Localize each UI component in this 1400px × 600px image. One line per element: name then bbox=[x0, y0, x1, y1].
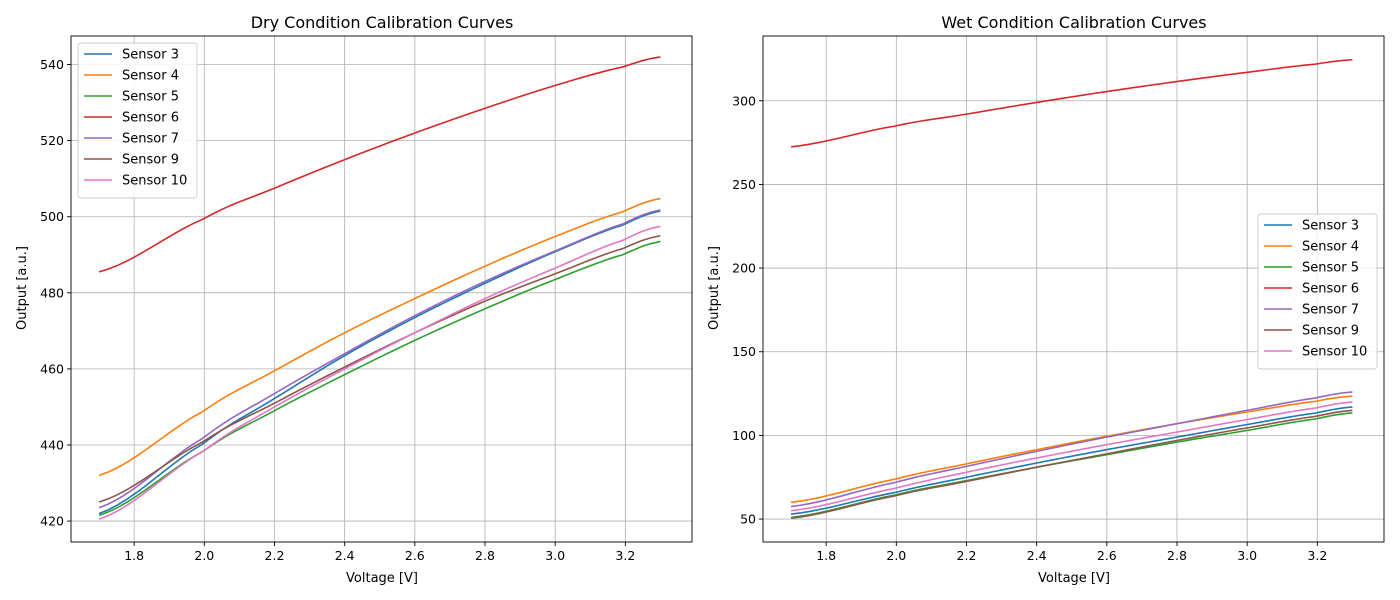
series-line-sensor-10 bbox=[790, 401, 1353, 512]
chart-title: Wet Condition Calibration Curves bbox=[941, 13, 1206, 32]
series-line-sensor-4 bbox=[790, 395, 1353, 504]
y-tick-label: 150 bbox=[732, 344, 756, 359]
x-tick-label: 2.6 bbox=[405, 548, 425, 563]
y-tick-label: 520 bbox=[40, 133, 64, 148]
y-tick-label: 100 bbox=[732, 428, 756, 443]
series-line-sensor-7 bbox=[98, 209, 661, 509]
x-tick-label: 2.8 bbox=[1167, 548, 1187, 563]
series-line-sensor-9 bbox=[98, 234, 661, 503]
legend: Sensor 3 Sensor 4 Sensor 5 Sensor 6 Sensor 7… bbox=[1257, 213, 1378, 370]
series-line-sensor-6 bbox=[98, 56, 661, 273]
x-tick-label: 3.2 bbox=[1307, 548, 1327, 563]
plot-frame bbox=[762, 35, 1385, 543]
legend-label: Sensor 5 bbox=[122, 90, 179, 105]
series-line-sensor-5 bbox=[98, 240, 661, 517]
series-line-sensor-3 bbox=[98, 210, 661, 515]
legend-label: Sensor 9 bbox=[1302, 324, 1359, 339]
legend-label: Sensor 3 bbox=[122, 48, 179, 63]
y-axis-label: Output [a.u.] bbox=[707, 246, 722, 330]
series-line-sensor-4 bbox=[98, 197, 661, 477]
legend-label: Sensor 4 bbox=[122, 69, 179, 84]
chart-title: Dry Condition Calibration Curves bbox=[251, 13, 514, 32]
legend-label: Sensor 10 bbox=[1302, 345, 1367, 360]
legend-label: Sensor 4 bbox=[1302, 240, 1359, 255]
x-tick-label: 1.8 bbox=[124, 548, 144, 563]
legend-label: Sensor 7 bbox=[122, 132, 179, 147]
x-tick-label: 2.0 bbox=[886, 548, 906, 563]
x-axis-label: Voltage [V] bbox=[1038, 571, 1110, 586]
y-tick-label: 540 bbox=[40, 57, 64, 72]
y-axis-label: Output [a.u.] bbox=[15, 246, 30, 330]
x-tick-label: 3.0 bbox=[545, 548, 565, 563]
series-line-sensor-9 bbox=[790, 409, 1353, 520]
plot-frame bbox=[70, 35, 693, 543]
legend-label: Sensor 6 bbox=[122, 111, 179, 126]
x-tick-label: 2.2 bbox=[957, 548, 977, 563]
y-tick-label: 250 bbox=[732, 177, 756, 192]
x-tick-label: 2.4 bbox=[335, 548, 355, 563]
legend-label: Sensor 3 bbox=[1302, 219, 1359, 234]
series-line-sensor-6 bbox=[790, 58, 1353, 148]
legend: Sensor 3 Sensor 4 Sensor 5 Sensor 6 Sensor 7… bbox=[77, 42, 198, 199]
y-tick-label: 420 bbox=[40, 514, 64, 529]
series-line-sensor-3 bbox=[790, 406, 1353, 515]
y-tick-label: 200 bbox=[732, 261, 756, 276]
series-line-sensor-7 bbox=[790, 391, 1353, 508]
legend-label: Sensor 9 bbox=[122, 153, 179, 168]
y-tick-label: 440 bbox=[40, 437, 64, 452]
legend-label: Sensor 10 bbox=[122, 174, 187, 189]
y-tick-label: 480 bbox=[40, 285, 64, 300]
x-tick-label: 2.0 bbox=[194, 548, 214, 563]
dry-condition-chart: Dry Condition Calibration Curves Voltage… bbox=[15, 13, 693, 586]
y-tick-label: 460 bbox=[40, 361, 64, 376]
legend-label: Sensor 5 bbox=[1302, 261, 1359, 276]
x-tick-label: 1.8 bbox=[816, 548, 836, 563]
x-tick-label: 3.2 bbox=[615, 548, 635, 563]
y-tick-label: 300 bbox=[732, 93, 756, 108]
series-line-sensor-5 bbox=[790, 412, 1353, 519]
x-tick-label: 2.8 bbox=[475, 548, 495, 563]
x-axis-label: Voltage [V] bbox=[346, 571, 418, 586]
legend-label: Sensor 6 bbox=[1302, 282, 1359, 297]
legend-label: Sensor 7 bbox=[1302, 303, 1359, 318]
y-tick-label: 50 bbox=[740, 512, 756, 527]
x-tick-label: 2.6 bbox=[1097, 548, 1117, 563]
x-tick-label: 2.2 bbox=[265, 548, 285, 563]
series-line-sensor-10 bbox=[98, 225, 661, 520]
y-tick-label: 500 bbox=[40, 209, 64, 224]
wet-condition-chart: Wet Condition Calibration Curves Voltage… bbox=[707, 13, 1385, 586]
x-tick-label: 2.4 bbox=[1027, 548, 1047, 563]
x-tick-label: 3.0 bbox=[1237, 548, 1257, 563]
